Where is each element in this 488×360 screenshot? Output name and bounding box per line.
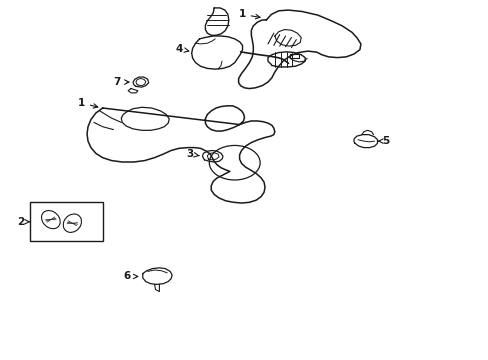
- Text: 3: 3: [186, 149, 199, 159]
- Text: 2: 2: [17, 217, 30, 227]
- Text: 5: 5: [378, 136, 389, 146]
- Text: 6: 6: [123, 271, 138, 282]
- Bar: [30, 202, 102, 241]
- Text: 1: 1: [78, 98, 98, 108]
- Text: 4: 4: [175, 44, 188, 54]
- Text: 7: 7: [113, 77, 129, 87]
- Text: 1: 1: [238, 9, 260, 19]
